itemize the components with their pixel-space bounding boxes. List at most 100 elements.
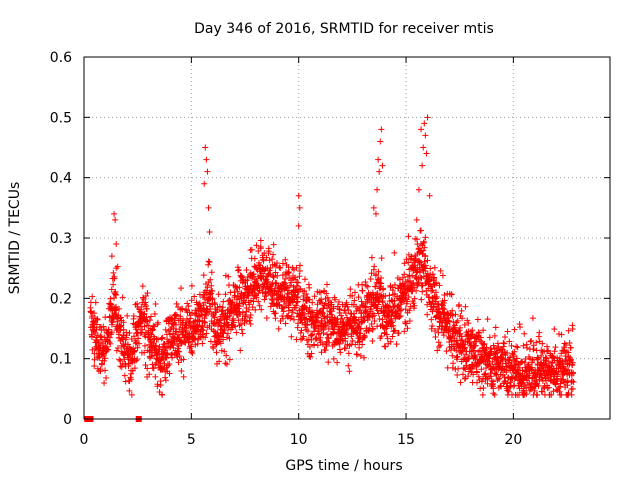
data-point <box>113 265 120 272</box>
y-tick-label: 0.2 <box>50 291 72 307</box>
tick-labels: 0 0.1 0.2 0.3 0.4 0.5 0.6 0 5 10 15 20 <box>50 50 523 448</box>
data-point <box>218 333 225 340</box>
data-point <box>237 321 244 328</box>
data-point <box>449 352 456 359</box>
data-point <box>433 293 440 300</box>
data-point <box>359 287 366 294</box>
data-point <box>330 328 337 335</box>
data-point <box>105 326 112 333</box>
data-point <box>89 293 96 300</box>
data-point <box>334 359 341 366</box>
data-point <box>435 300 442 307</box>
data-point <box>562 352 569 359</box>
data-point <box>449 307 456 314</box>
data-point <box>348 333 355 340</box>
data-point <box>307 353 314 360</box>
data-point <box>104 329 111 336</box>
data-point <box>528 337 535 344</box>
data-point <box>342 335 349 342</box>
data-point <box>519 358 526 365</box>
data-point <box>477 334 484 341</box>
data-point <box>417 227 424 234</box>
chart-title: Day 346 of 2016, SRMTID for receiver mti… <box>194 21 494 37</box>
data-point <box>296 268 303 275</box>
data-point <box>269 256 276 263</box>
data-point <box>531 387 538 394</box>
data-point <box>237 347 244 354</box>
data-point <box>403 320 410 327</box>
data-point <box>429 271 436 278</box>
data-point <box>233 296 240 303</box>
data-point <box>420 247 427 254</box>
data-point <box>378 126 385 133</box>
data-point <box>362 278 369 285</box>
data-point <box>294 279 301 286</box>
data-point <box>405 293 412 300</box>
data-point <box>106 334 113 341</box>
data-point <box>160 365 167 372</box>
data-point <box>287 282 294 289</box>
data-point <box>293 294 300 301</box>
data-point <box>539 340 546 347</box>
data-point <box>246 301 253 308</box>
data-point <box>217 317 224 324</box>
x-tick-label: 20 <box>504 432 522 448</box>
data-point <box>405 259 412 266</box>
data-point <box>203 330 210 337</box>
data-point <box>289 309 296 316</box>
data-point <box>487 352 494 359</box>
data-point <box>326 339 333 346</box>
data-point <box>303 291 310 298</box>
data-point <box>437 342 444 349</box>
data-point <box>433 279 440 286</box>
data-point <box>172 311 179 318</box>
data-point <box>507 383 514 390</box>
data-point <box>148 353 155 360</box>
data-point <box>501 340 508 347</box>
data-point <box>479 391 486 398</box>
data-point <box>545 384 552 391</box>
data-point <box>285 269 292 276</box>
data-point <box>371 312 378 319</box>
data-point <box>252 306 259 313</box>
data-point <box>523 344 530 351</box>
data-point <box>103 343 110 350</box>
data-point <box>478 366 485 373</box>
data-point <box>421 258 428 265</box>
data-point <box>317 289 324 296</box>
data-point <box>304 328 311 335</box>
data-point <box>265 248 272 255</box>
data-point <box>235 317 242 324</box>
data-point <box>121 372 128 379</box>
data-point <box>288 279 295 286</box>
data-point <box>162 377 169 384</box>
data-point <box>226 335 233 342</box>
data-point <box>108 329 115 336</box>
data-point <box>253 294 260 301</box>
data-point <box>428 325 435 332</box>
data-point <box>169 354 176 361</box>
data-point <box>370 204 377 211</box>
data-point <box>494 340 501 347</box>
data-point <box>351 289 358 296</box>
data-point <box>100 323 107 330</box>
data-point <box>260 257 267 264</box>
data-point <box>117 323 124 330</box>
data-point <box>569 322 576 329</box>
data-point <box>417 269 424 276</box>
data-point <box>390 322 397 329</box>
data-point <box>131 365 138 372</box>
data-point <box>148 313 155 320</box>
data-point <box>378 333 385 340</box>
data-point <box>536 329 543 336</box>
data-point <box>384 335 391 342</box>
data-point <box>535 333 542 340</box>
data-point <box>334 303 341 310</box>
data-point <box>418 296 425 303</box>
data-point <box>330 329 337 336</box>
data-point <box>462 366 469 373</box>
x-tick-label: 5 <box>187 432 196 448</box>
data-point <box>474 369 481 376</box>
data-point <box>379 298 386 305</box>
data-point <box>391 281 398 288</box>
